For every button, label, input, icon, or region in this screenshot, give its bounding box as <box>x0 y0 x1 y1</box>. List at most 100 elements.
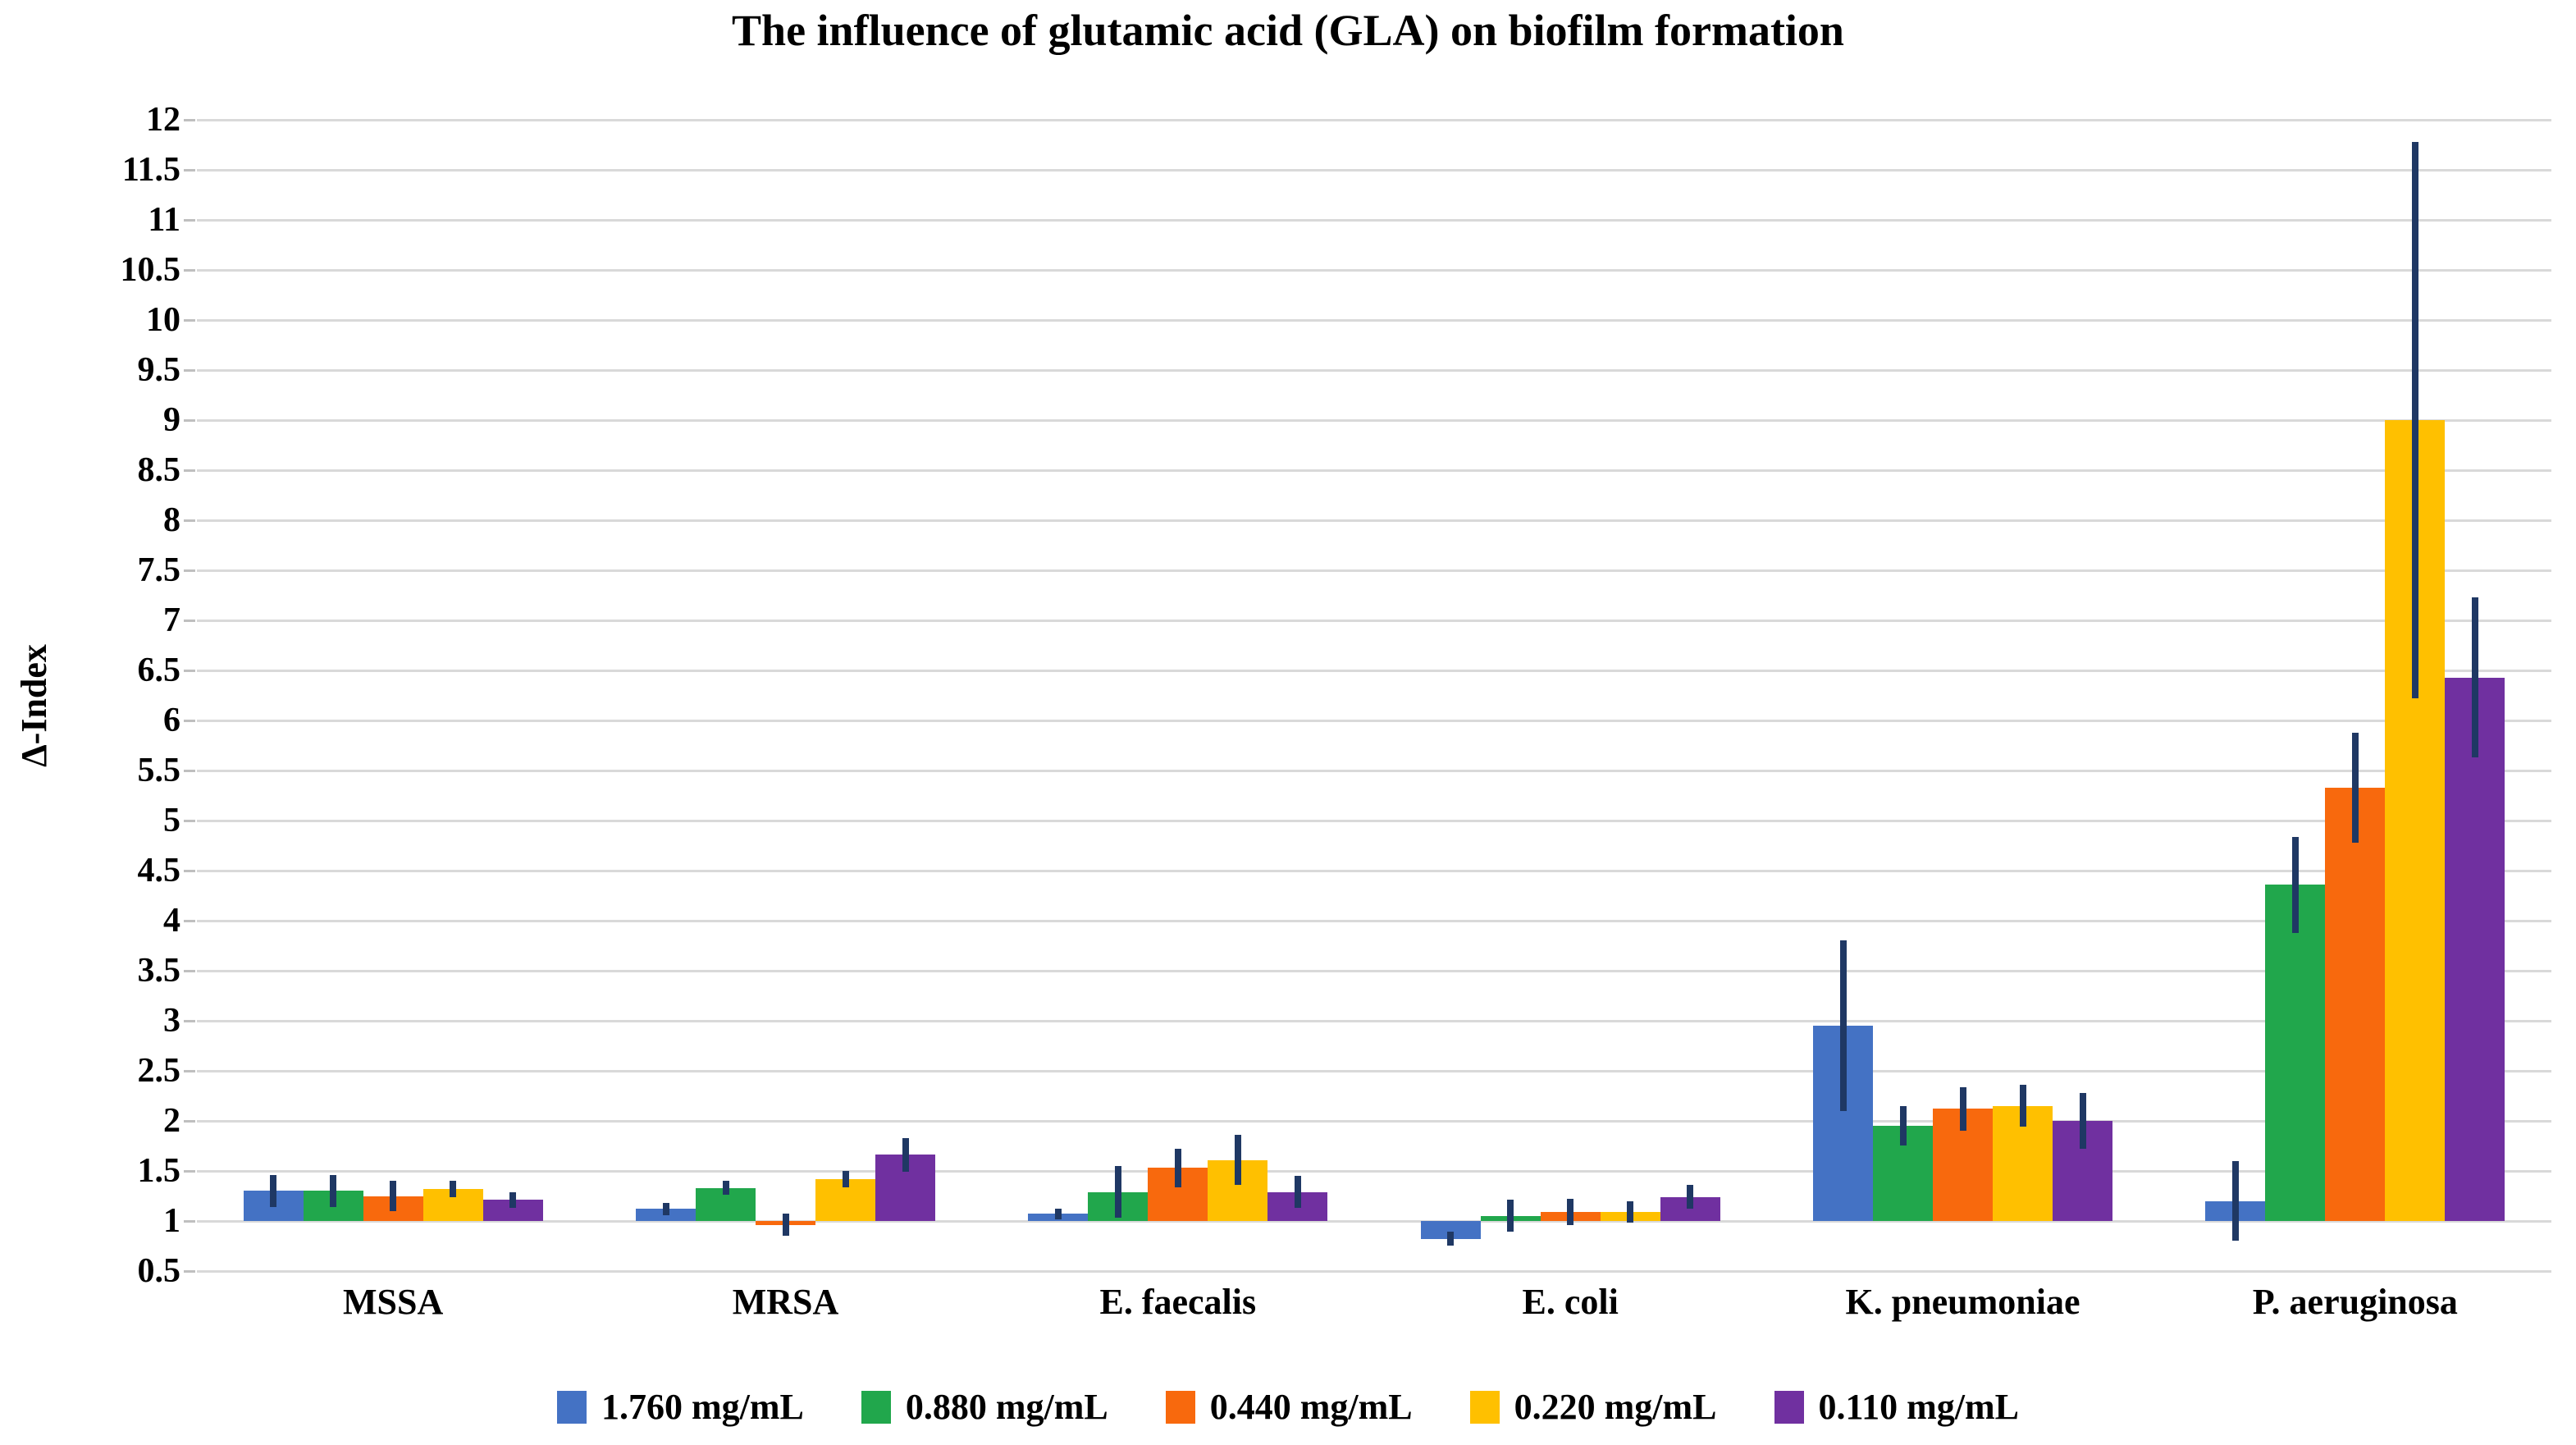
gridline <box>197 1219 2551 1223</box>
gridline <box>197 569 2551 572</box>
gridline <box>197 969 2551 972</box>
gridline <box>197 519 2551 522</box>
error-bar <box>1627 1200 1634 1223</box>
y-tick-label: 11.5 <box>121 151 180 189</box>
y-axis-tick <box>184 418 195 422</box>
y-axis-tick <box>184 1169 195 1173</box>
error-bar <box>1959 1086 1966 1132</box>
gridline <box>197 268 2551 272</box>
error-bar <box>1114 1165 1121 1219</box>
y-tick-label: 5 <box>163 802 180 839</box>
gridline <box>197 1069 2551 1072</box>
error-bar <box>1507 1200 1514 1232</box>
legend-item: 0.110 mg/mL <box>1774 1383 2019 1432</box>
error-bar <box>662 1203 669 1215</box>
gridline <box>197 218 2551 222</box>
error-bar <box>1054 1209 1062 1219</box>
y-axis-tick <box>184 168 195 171</box>
y-axis-tick <box>184 1019 195 1022</box>
y-tick-label: 10.5 <box>120 251 181 289</box>
y-tick-label: 7 <box>163 601 180 639</box>
y-axis-tick <box>184 569 195 572</box>
error-bar <box>782 1214 789 1237</box>
y-axis-tick <box>184 118 195 121</box>
error-bar <box>1174 1149 1181 1187</box>
y-tick-label: 2.5 <box>137 1052 181 1090</box>
y-axis-tick <box>184 1269 195 1273</box>
y-tick-label: 0.5 <box>137 1252 181 1290</box>
gridline <box>197 418 2551 422</box>
y-axis-tick <box>184 1119 195 1123</box>
y-axis-tick <box>184 669 195 672</box>
gridline <box>197 769 2551 772</box>
error-bar <box>2351 732 2359 843</box>
error-bar <box>2471 597 2478 758</box>
category-label: K. pneumoniae <box>1845 1282 2080 1322</box>
error-bar <box>842 1171 849 1187</box>
category-label: MRSA <box>732 1282 839 1322</box>
y-tick-label: 10 <box>146 301 180 339</box>
y-axis-tick <box>184 769 195 772</box>
category-label: P. aeruginosa <box>2252 1282 2458 1322</box>
error-bar <box>1447 1232 1455 1246</box>
category-label: MSSA <box>343 1282 444 1322</box>
gridline <box>197 318 2551 322</box>
legend-label: 0.440 mg/mL <box>1209 1387 1413 1427</box>
bar <box>2265 885 2326 1221</box>
bar <box>2325 787 2386 1221</box>
y-tick-label: 6 <box>163 702 180 739</box>
y-tick-label: 8.5 <box>137 451 181 489</box>
y-tick-label: 4.5 <box>137 852 181 889</box>
legend-label: 0.880 mg/mL <box>905 1387 1108 1427</box>
legend-item: 0.220 mg/mL <box>1469 1383 1717 1432</box>
error-bar <box>2019 1085 2026 1127</box>
error-bar <box>450 1181 457 1197</box>
error-bar <box>1567 1199 1574 1225</box>
y-tick-label: 7.5 <box>137 551 181 589</box>
gridline <box>197 869 2551 872</box>
gridline <box>197 669 2551 672</box>
legend-swatch <box>1774 1391 1804 1424</box>
gridline <box>197 1119 2551 1123</box>
y-tick-label: 3.5 <box>137 952 181 990</box>
error-bar <box>722 1181 729 1196</box>
gridline <box>197 1269 2551 1273</box>
error-bar <box>2411 141 2418 699</box>
y-tick-label: 4 <box>163 902 180 940</box>
y-tick-label: 1 <box>163 1202 180 1240</box>
y-axis-tick <box>184 1069 195 1072</box>
error-bar <box>2079 1092 2086 1150</box>
legend-label: 0.110 mg/mL <box>1818 1387 2019 1427</box>
bar <box>1420 1221 1481 1239</box>
error-bar <box>390 1181 397 1211</box>
error-bar <box>330 1174 337 1207</box>
gridline <box>197 1169 2551 1173</box>
gridline <box>197 619 2551 622</box>
y-axis-tick <box>184 869 195 872</box>
category-label: E. faecalis <box>1099 1282 1257 1322</box>
chart-title: The influence of glutamic acid (GLA) on … <box>732 6 1844 55</box>
y-tick-label: 6.5 <box>137 652 181 689</box>
gridline <box>197 168 2551 171</box>
error-bar <box>509 1191 517 1209</box>
gridline <box>197 118 2551 121</box>
legend-swatch <box>1469 1391 1500 1424</box>
y-tick-label: 12 <box>146 101 180 139</box>
y-axis-tick <box>184 519 195 522</box>
y-tick-label: 11 <box>148 201 180 239</box>
y-axis-tick <box>184 1219 195 1223</box>
legend-label: 0.220 mg/mL <box>1514 1387 1717 1427</box>
y-axis-tick <box>184 919 195 922</box>
y-axis-tick <box>184 819 195 822</box>
error-bar <box>1839 940 1847 1111</box>
error-bar <box>902 1137 909 1173</box>
error-bar <box>1234 1135 1241 1186</box>
category-label: E. coli <box>1522 1282 1619 1322</box>
error-bar <box>1294 1176 1301 1209</box>
legend-swatch <box>1165 1391 1195 1424</box>
y-axis-tick <box>184 218 195 222</box>
legend-item: 0.440 mg/mL <box>1165 1383 1413 1432</box>
error-bar <box>1899 1105 1907 1146</box>
gridline <box>197 819 2551 822</box>
